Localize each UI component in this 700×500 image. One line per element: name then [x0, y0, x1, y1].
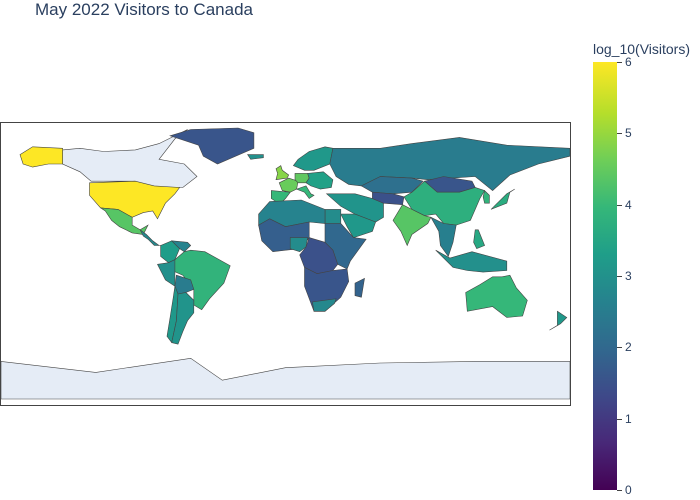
colorbar-tick	[617, 490, 622, 491]
region-new-zealand[interactable]	[549, 310, 568, 331]
region-united-states[interactable]	[89, 180, 181, 220]
region-egypt[interactable]	[324, 209, 342, 224]
region-iceland[interactable]	[247, 154, 264, 160]
region-antarctica[interactable]	[1, 357, 570, 400]
region-central-asia[interactable]	[372, 191, 405, 206]
region-indonesia[interactable]	[435, 249, 508, 273]
region-alaska[interactable]	[19, 146, 63, 168]
chart-title: May 2022 Visitors to Canada	[35, 0, 253, 19]
colorbar-tick	[617, 133, 622, 135]
region-madagascar[interactable]	[354, 277, 365, 298]
colorbar	[593, 62, 617, 490]
region-argentina[interactable]	[171, 292, 195, 345]
region-south-africa[interactable]	[312, 298, 337, 312]
world-map[interactable]	[1, 123, 570, 405]
colorbar-tick-label: 0	[625, 483, 632, 497]
colorbar-tick-label: 3	[625, 269, 632, 283]
map-frame[interactable]	[0, 122, 571, 406]
region-east-africa[interactable]	[324, 223, 367, 270]
region-eastern-europe[interactable]	[305, 171, 334, 190]
region-india[interactable]	[392, 204, 432, 247]
colorbar-tick-label: 2	[625, 340, 632, 355]
region-mexico[interactable]	[100, 207, 149, 235]
colorbar-tick	[617, 276, 622, 277]
region-southeast-asia[interactable]	[430, 216, 457, 258]
colorbar-title: log_10(Visitors)	[593, 41, 691, 57]
colorbar-tick-label: 1	[625, 411, 632, 426]
region-japan[interactable]	[490, 188, 515, 210]
region-southern-africa[interactable]	[304, 266, 350, 312]
region-canada[interactable]	[62, 129, 198, 193]
colorbar-tick	[617, 347, 622, 349]
region-united-kingdom[interactable]	[275, 165, 290, 181]
region-australia[interactable]	[465, 274, 528, 318]
region-greenland[interactable]	[169, 127, 255, 165]
region-central-america[interactable]	[139, 229, 164, 246]
colorbar-tick-label: 4	[625, 197, 632, 212]
region-peru[interactable]	[157, 259, 176, 287]
region-saudi-arabia[interactable]	[340, 213, 376, 238]
region-venezuela[interactable]	[170, 240, 192, 253]
region-italy[interactable]	[295, 185, 315, 199]
colorbar-tick-label: 5	[625, 126, 632, 141]
colorbar-tick	[617, 62, 622, 63]
region-philippines[interactable]	[473, 229, 485, 249]
region-korea[interactable]	[482, 190, 490, 204]
colorbar-tick	[617, 418, 622, 420]
colorbar-tick-label: 6	[625, 55, 632, 69]
region-scandinavia[interactable]	[292, 146, 334, 171]
region-china[interactable]	[403, 180, 486, 226]
colorbar-tick	[617, 204, 622, 206]
region-spain[interactable]	[271, 190, 291, 202]
region-middle-east[interactable]	[325, 193, 384, 223]
region-nigeria[interactable]	[289, 237, 308, 253]
colorbar-ticks	[617, 62, 637, 491]
